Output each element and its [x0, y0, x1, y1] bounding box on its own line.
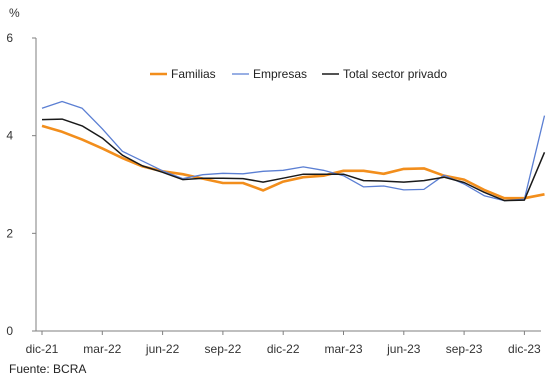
- source-note: Fuente: BCRA: [9, 362, 87, 376]
- y-tick-label: 4: [6, 129, 13, 143]
- legend-label-empresas: Empresas: [253, 67, 307, 81]
- x-tick-label: sep-23: [446, 342, 483, 356]
- y-tick-label: 0: [6, 324, 13, 338]
- legend-label-familias: Familias: [171, 67, 216, 81]
- legend-label-total-sector-privado: Total sector privado: [343, 67, 447, 81]
- x-tick-label: dic-23: [508, 342, 541, 356]
- x-tick-label: dic-21: [26, 342, 59, 356]
- y-tick-label: 2: [6, 226, 13, 240]
- x-tick-label: mar-23: [324, 342, 362, 356]
- series-line-empresas: [41, 100, 546, 202]
- x-tick-label: dic-22: [267, 342, 300, 356]
- series-line-total-sector-privado: [41, 118, 546, 202]
- x-tick-label: mar-22: [83, 342, 121, 356]
- series-line-familias: [41, 124, 545, 200]
- y-axis-unit-label: %: [9, 6, 20, 20]
- y-tick-label: 6: [6, 31, 13, 45]
- x-tick-label: jun-23: [386, 342, 421, 356]
- x-tick-label: sep-22: [205, 342, 242, 356]
- x-tick-label: jun-22: [145, 342, 180, 356]
